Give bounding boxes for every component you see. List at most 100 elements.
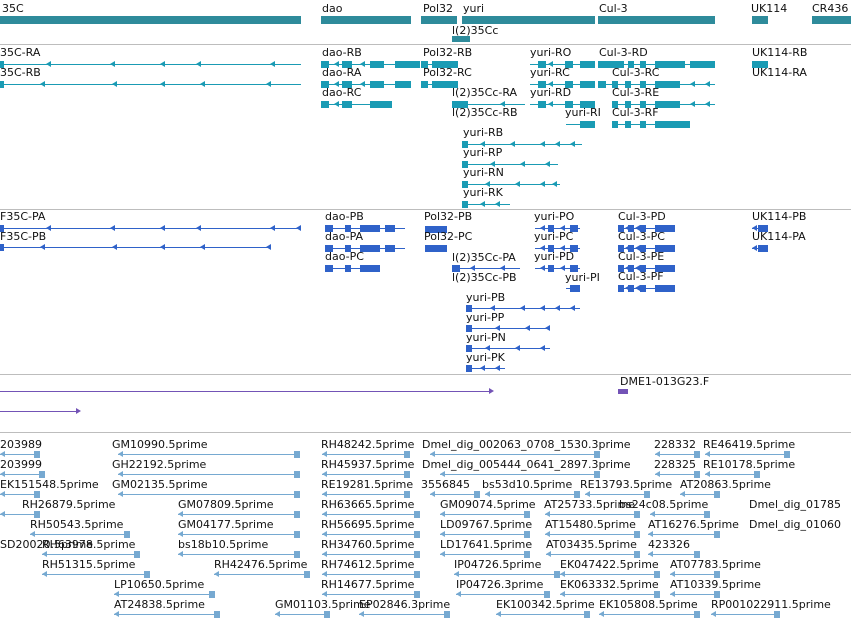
transcript-label[interactable]: Cul-3-RF	[612, 106, 659, 119]
est-alignment-block[interactable]	[584, 611, 590, 618]
est-alignment-line[interactable]	[275, 614, 330, 615]
transcript-label[interactable]: yuri-RD	[530, 86, 572, 99]
est-alignment-line[interactable]	[705, 474, 760, 475]
cds-yuri-pp-exon[interactable]	[466, 325, 472, 332]
gene-label-cul3[interactable]: Cul-3	[599, 2, 628, 15]
transcript-yuri-rn-exon[interactable]	[462, 181, 468, 188]
cds-label[interactable]: dao-PA	[325, 230, 364, 243]
est-alignment-line[interactable]	[440, 534, 530, 535]
gene-label-yuri[interactable]: yuri	[463, 2, 485, 15]
est-label[interactable]: 203999	[0, 458, 42, 471]
transcript-label[interactable]: yuri-RO	[530, 46, 572, 59]
est-label[interactable]: RP001022911.5prime	[711, 598, 831, 611]
transcript-cul3-rd-exon[interactable]	[640, 61, 646, 68]
gene-label-cr436[interactable]: CR436	[812, 2, 849, 15]
est-alignment-line[interactable]	[648, 554, 700, 555]
clone-label-dme1-013g23f[interactable]: DME1-013G23.F	[620, 375, 710, 388]
est-alignment-block[interactable]	[634, 551, 640, 558]
transcript-cul3-re-exon[interactable]	[625, 101, 631, 108]
transcript-yuri-ri-exon[interactable]	[580, 121, 595, 128]
cds-dao-pb-exon[interactable]	[385, 225, 395, 232]
est-alignment-block[interactable]	[124, 531, 130, 538]
est-alignment-line[interactable]	[0, 454, 40, 455]
est-label[interactable]: EP02846.3prime	[359, 598, 451, 611]
transcript-cul3-rf-exon[interactable]	[640, 121, 646, 128]
est-label[interactable]: EK063332.5prime	[560, 578, 659, 591]
transcript-yuri-ro-intron-line[interactable]	[530, 64, 595, 65]
transcript-l2-35cc-ra-intron-line[interactable]	[452, 104, 525, 105]
cds-cul3-pd-intron-line[interactable]	[618, 228, 675, 229]
cds-cul3-pf-exon[interactable]	[628, 285, 634, 292]
est-alignment-block[interactable]	[404, 491, 410, 498]
gene-cul3[interactable]	[598, 16, 715, 24]
est-alignment-line[interactable]	[545, 514, 640, 515]
gene-dao[interactable]	[321, 16, 411, 24]
cds-dao-pa-exon[interactable]	[385, 245, 395, 252]
transcript-label[interactable]: dao-RC	[322, 86, 362, 99]
est-alignment-block[interactable]	[654, 591, 660, 598]
transcript-yuri-rp-exon[interactable]	[462, 161, 468, 168]
est-alignment-block[interactable]	[594, 471, 600, 478]
transcript-dao-ra-exon[interactable]	[370, 81, 384, 88]
est-alignment-line[interactable]	[546, 554, 640, 555]
cds-yuri-pk-intron-line[interactable]	[466, 368, 505, 369]
est-alignment-line[interactable]	[650, 514, 710, 515]
transcript-yuri-rb-exon[interactable]	[462, 141, 468, 148]
est-alignment-block[interactable]	[304, 571, 310, 578]
est-label[interactable]: LP10650.5prime	[114, 578, 205, 591]
cds-yuri-pc-exon[interactable]	[570, 245, 578, 252]
transcript-yuri-rc-exon[interactable]	[538, 81, 546, 88]
est-alignment-line[interactable]	[322, 594, 420, 595]
cds-cul3-pf-exon[interactable]	[655, 285, 675, 292]
est-alignment-line[interactable]	[599, 614, 700, 615]
est-label[interactable]: RH34760.5prime	[321, 538, 415, 551]
est-alignment-block[interactable]	[414, 591, 420, 598]
transcript-dao-ra-intron-line[interactable]	[321, 84, 411, 85]
est-alignment-block[interactable]	[444, 611, 450, 618]
transcript-35c-ra-intron-line[interactable]	[0, 64, 301, 65]
est-label[interactable]: AT20863.5prime	[680, 478, 771, 491]
est-label[interactable]: Dmel_dig_005444_0641_2897.3prime	[422, 458, 631, 471]
est-alignment-line[interactable]	[30, 534, 130, 535]
est-alignment-line[interactable]	[430, 454, 600, 455]
est-alignment-line[interactable]	[456, 594, 550, 595]
cds-dao-pc-exon[interactable]	[360, 265, 380, 272]
cds-yuri-pb-exon[interactable]	[466, 305, 472, 312]
est-label[interactable]: 228332	[654, 438, 696, 451]
transcript-label[interactable]: yuri-RP	[463, 146, 503, 159]
cds-label[interactable]: yuri-PO	[534, 210, 575, 223]
transcript-yuri-rk-exon[interactable]	[462, 201, 468, 208]
transcript-yuri-ro-exon[interactable]	[538, 61, 546, 68]
cds-cul3-pd-exon[interactable]	[640, 225, 646, 232]
est-alignment-block[interactable]	[694, 471, 700, 478]
transcript-cul3-re-exon[interactable]	[655, 101, 680, 108]
est-alignment-block[interactable]	[774, 611, 780, 618]
gene-label-35c[interactable]: 35C	[2, 2, 24, 15]
est-label[interactable]: 3556845	[421, 478, 470, 491]
cds-dao-pc-intron-line[interactable]	[325, 268, 380, 269]
transcript-label[interactable]: yuri-RI	[565, 106, 601, 119]
est-label[interactable]: GM09074.5prime	[440, 498, 536, 511]
cds-cul3-pd-exon[interactable]	[655, 225, 675, 232]
cds-yuri-po-exon[interactable]	[548, 225, 554, 232]
transcript-dao-rb-exon[interactable]	[321, 61, 329, 68]
cds-cul3-pe-intron-line[interactable]	[618, 268, 675, 269]
cds-label[interactable]: F35C-PB	[0, 230, 47, 243]
cds-yuri-po-exon[interactable]	[570, 225, 578, 232]
est-alignment-block[interactable]	[404, 451, 410, 458]
transcript-label[interactable]: UK114-RB	[752, 46, 808, 59]
transcript-35c-rb-intron-line[interactable]	[0, 84, 301, 85]
est-alignment-line[interactable]	[322, 474, 410, 475]
cds-yuri-pp-intron-line[interactable]	[466, 328, 550, 329]
transcript-label[interactable]: 35C-RB	[0, 66, 41, 79]
cds-cul3-pc-exon[interactable]	[655, 245, 675, 252]
est-alignment-block[interactable]	[34, 511, 40, 518]
est-label[interactable]: Dmel_dig_01060	[749, 518, 842, 531]
est-alignment-line[interactable]	[42, 554, 140, 555]
cds-label[interactable]: yuri-PP	[466, 311, 505, 324]
transcript-dao-rb-exon[interactable]	[395, 61, 420, 68]
cds-label[interactable]: yuri-PB	[466, 291, 506, 304]
est-label[interactable]: AT25733.5prime	[544, 498, 635, 511]
transcript-cul3-rf-intron-line[interactable]	[612, 124, 690, 125]
cds-35c-pb-exon[interactable]	[0, 244, 4, 251]
